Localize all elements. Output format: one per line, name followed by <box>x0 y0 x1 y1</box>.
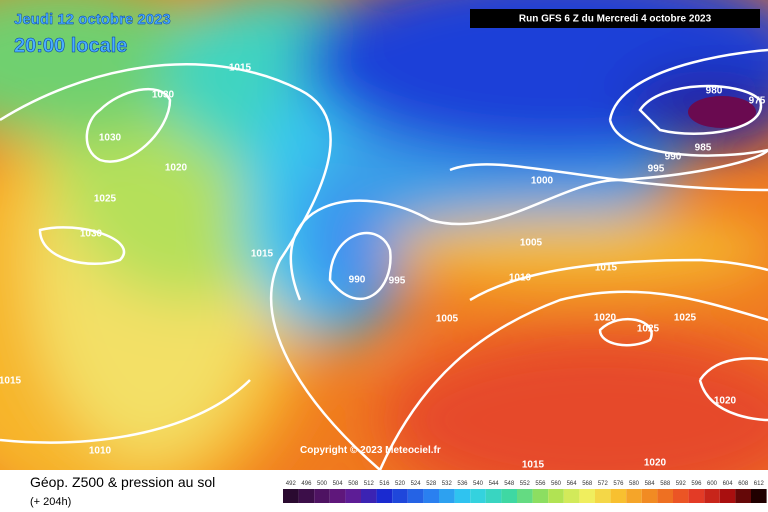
scale-label: 596 <box>691 481 702 487</box>
scale-swatch <box>751 489 767 503</box>
scale-swatch <box>735 489 751 503</box>
isobar-label: 1025 <box>674 313 697 324</box>
scale-label: 600 <box>707 481 718 487</box>
isobar-label: 1025 <box>94 194 117 205</box>
scale-swatch <box>610 489 627 503</box>
scale-swatch <box>392 489 408 503</box>
scale-swatch <box>548 489 564 503</box>
isobar-label: 1005 <box>520 238 543 249</box>
isobar-label: 980 <box>706 86 723 97</box>
scale-swatch <box>376 489 393 503</box>
scale-swatch <box>361 489 377 503</box>
run-info: Run GFS 6 Z du Mercredi 4 octobre 2023 <box>519 14 712 25</box>
scale-label: 612 <box>754 481 765 487</box>
isobar-label: 1015 <box>595 263 618 274</box>
scale-label: 500 <box>317 481 328 487</box>
scale-swatch <box>673 489 689 503</box>
forecast-lead: (+ 204h) <box>30 496 71 508</box>
scale-label: 520 <box>395 481 406 487</box>
scale-swatch <box>657 489 673 503</box>
isobar-label: 1020 <box>594 313 617 324</box>
isobar-label: 1030 <box>152 90 175 101</box>
isobar-label: 1020 <box>165 163 188 174</box>
isobar-label: 995 <box>648 164 665 175</box>
scale-label: 504 <box>333 481 344 487</box>
scale-swatch <box>439 489 455 503</box>
isobar-label: 1000 <box>531 176 554 187</box>
scale-label: 580 <box>629 481 640 487</box>
scale-label: 584 <box>645 481 656 487</box>
scale-label: 568 <box>582 481 593 487</box>
scale-swatch <box>454 489 471 503</box>
scale-label: 552 <box>520 481 531 487</box>
isobar-label: 990 <box>665 152 682 163</box>
isobar-label: 990 <box>349 275 366 286</box>
scale-swatch <box>298 489 315 503</box>
scale-label: 588 <box>660 481 671 487</box>
scale-label: 532 <box>442 481 453 487</box>
isobars <box>0 48 768 470</box>
scale-swatch <box>407 489 424 503</box>
scale-swatch <box>283 489 299 503</box>
isobar-label: 995 <box>389 276 406 287</box>
scale-swatch <box>595 489 611 503</box>
scale-swatch <box>329 489 346 503</box>
forecast-date: Jeudi 12 octobre 2023 <box>14 11 171 28</box>
isobar-label: 1015 <box>522 460 545 471</box>
scale-swatch <box>719 489 736 503</box>
scale-label: 556 <box>535 481 546 487</box>
scale-swatch <box>314 489 330 503</box>
scale-label: 604 <box>723 481 734 487</box>
scale-label: 528 <box>426 481 437 487</box>
footer-title: Géop. Z500 & pression au sol <box>30 474 215 490</box>
scale-label: 536 <box>457 481 468 487</box>
isobar-label: 1015 <box>229 63 252 74</box>
scale-label: 496 <box>301 481 312 487</box>
scale-label: 560 <box>551 481 562 487</box>
isobar-label: 1010 <box>89 446 112 457</box>
scale-swatch <box>579 489 595 503</box>
scale-label: 524 <box>411 481 422 487</box>
scale-label: 508 <box>348 481 359 487</box>
scale-label: 564 <box>567 481 578 487</box>
scale-label: 592 <box>676 481 687 487</box>
scale-swatch <box>423 489 439 503</box>
scale-swatch <box>704 489 720 503</box>
isobar-label: 1010 <box>509 273 532 284</box>
isobar-label: 1025 <box>637 324 660 335</box>
isobar-label: 1020 <box>714 396 737 407</box>
scale-swatch <box>688 489 705 503</box>
scale-swatch <box>485 489 502 503</box>
scale-label: 548 <box>504 481 515 487</box>
isobar-label: 1030 <box>80 229 103 240</box>
scale-label: 544 <box>489 481 500 487</box>
scale-swatch <box>532 489 549 503</box>
scale-label: 492 <box>286 481 297 487</box>
isobar-label: 1005 <box>436 314 459 325</box>
isobar-label: 1015 <box>251 249 274 260</box>
scale-swatch <box>501 489 517 503</box>
scale-swatch <box>470 489 486 503</box>
run-box <box>470 9 760 28</box>
scale-swatch <box>626 489 642 503</box>
copyright: Copyright © 2023 Meteociel.fr <box>300 445 441 456</box>
scale-label: 540 <box>473 481 484 487</box>
isobar-label: 1020 <box>644 458 667 469</box>
scale-label: 516 <box>379 481 390 487</box>
forecast-time: 20:00 locale <box>14 35 127 57</box>
isobar-label: 985 <box>695 143 712 154</box>
scale-label: 512 <box>364 481 375 487</box>
scale-swatch <box>345 489 361 503</box>
scale-swatch <box>517 489 533 503</box>
isobar-label: 1030 <box>99 133 122 144</box>
scale-swatch <box>641 489 658 503</box>
isobar-label: 1015 <box>0 376 22 387</box>
scale-label: 576 <box>613 481 624 487</box>
scale-label: 572 <box>598 481 609 487</box>
scale-swatch <box>563 489 580 503</box>
isobar-label: 975 <box>749 96 766 107</box>
scale-label: 608 <box>738 481 749 487</box>
